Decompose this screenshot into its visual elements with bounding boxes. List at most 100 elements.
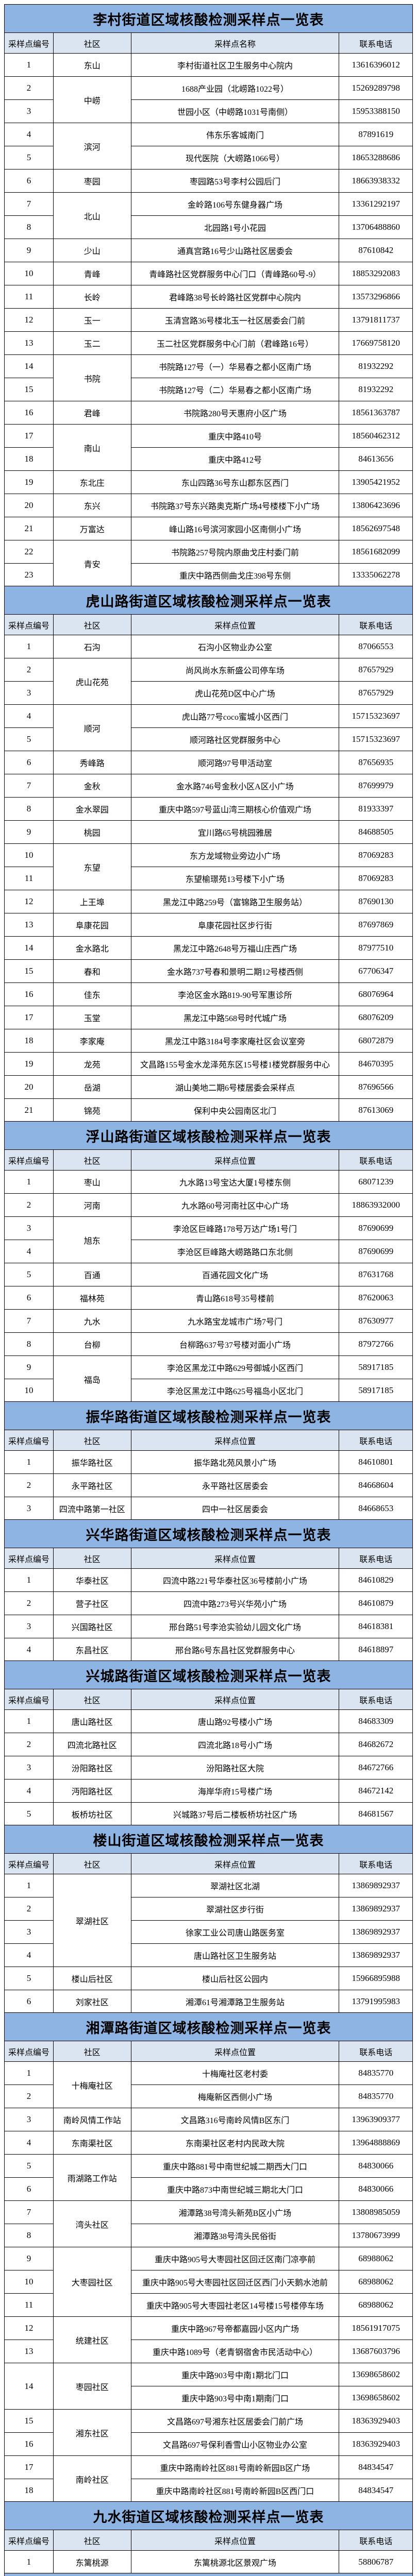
cell-no: 11 (5, 285, 54, 309)
cell-location: 峰山路16号滨河家园小区南侧小广场 (131, 517, 339, 540)
cell-phone: 13791995983 (339, 1990, 413, 2013)
cell-location: 九水路60号河南社区中心广场 (131, 1194, 339, 1217)
cell-no: 3 (5, 1497, 54, 1520)
cell-phone: 13361292197 (339, 193, 413, 216)
cell-no: 3 (5, 1615, 54, 1638)
cell-phone: 84830066 (339, 2155, 413, 2178)
cell-community: 金秋 (54, 774, 131, 798)
column-header: 联系电话 (339, 1548, 413, 1569)
cell-location: 君峰路38号长岭路社区党群中心院内 (131, 285, 339, 309)
cell-phone: 84668604 (339, 1474, 413, 1497)
cell-no: 10 (5, 2270, 54, 2294)
column-header: 采样点位置 (131, 1854, 339, 1874)
cell-phone: 87069283 (339, 867, 413, 890)
cell-no: 23 (5, 564, 54, 587)
cell-location: 四流中路273号兴华苑小广场 (131, 1592, 339, 1615)
table-title: 楼山街道区域核酸检测采样点一览表 (5, 1825, 413, 1854)
cell-no: 2 (5, 658, 54, 682)
cell-no: 15 (5, 378, 54, 401)
cell-location: 尚风尚水东新盛公司停车场 (131, 658, 339, 682)
table-title: 李村街道区域核酸检测采样点一览表 (5, 5, 413, 33)
cell-location: 虎山路77号coco蜜城小区西门 (131, 705, 339, 728)
cell-location: 重庆中路967号帝都嘉园小区内广场 (131, 2317, 339, 2340)
cell-no: 11 (5, 867, 54, 890)
cell-location: 枣园路53号李村公园后门 (131, 170, 339, 193)
cell-location: 世园小区（中崂路1031号南侧） (131, 100, 339, 123)
cell-phone: 84834547 (339, 2479, 413, 2502)
cell-phone: 15269289798 (339, 77, 413, 100)
cell-no: 1 (5, 1874, 54, 1897)
cell-no: 4 (5, 2131, 54, 2155)
cell-no: 17 (5, 1006, 54, 1029)
cell-community: 玉一 (54, 309, 131, 332)
cell-no: 12 (5, 2317, 54, 2340)
cell-no: 13 (5, 913, 54, 937)
cell-location: 湘潭路38号湾头民俗街 (131, 2224, 339, 2247)
cell-no: 9 (5, 239, 54, 262)
cell-community: 中崂 (54, 77, 131, 123)
cell-phone: 87630977 (339, 1310, 413, 1333)
cell-location: 玉清宫路36号楼北玉一社区居委会门前 (131, 309, 339, 332)
cell-community: 书院 (54, 355, 131, 401)
cell-phone: 18363929403 (339, 2410, 413, 2433)
cell-location: 阜康花园社区步行街 (131, 913, 339, 937)
cell-phone: 15715323697 (339, 728, 413, 751)
cell-community: 华泰社区 (54, 1569, 131, 1592)
cell-community: 玉二 (54, 332, 131, 355)
cell-phone: 18853292083 (339, 262, 413, 285)
cell-location: 青峰路社区党群服务中心门口（青峰路60号-9） (131, 262, 339, 285)
cell-phone: 13780673999 (339, 2224, 413, 2247)
cell-no: 5 (5, 1967, 54, 1990)
cell-no: 10 (5, 1379, 54, 1402)
cell-phone: 18653288686 (339, 146, 413, 170)
cell-community: 金水翠园 (54, 798, 131, 821)
cell-no: 4 (5, 123, 54, 146)
column-header: 社区 (54, 1689, 131, 1710)
cell-community: 桃园 (54, 821, 131, 844)
cell-phone: 84835770 (339, 2085, 413, 2108)
cell-location: 书院路127号（一）华易春之都小区南广场 (131, 355, 339, 378)
cell-no: 4 (5, 705, 54, 728)
cell-phone: 68988062 (339, 2247, 413, 2270)
cell-no: 17 (5, 2456, 54, 2479)
cell-phone: 84668653 (339, 1497, 413, 1520)
cell-location: 重庆中路1089号（老青钢宿舍市民活动中心） (131, 2340, 339, 2363)
cell-community: 十梅庵社区 (54, 2062, 131, 2108)
cell-location: 保利中央公园南区北门 (131, 1099, 339, 1122)
column-header: 联系电话 (339, 2041, 413, 2062)
column-header: 社区 (54, 1854, 131, 1874)
cell-location: 李村街道社区卫生服务中心院内 (131, 54, 339, 77)
column-header: 采样点位置 (131, 1548, 339, 1569)
cell-phone: 87697869 (339, 913, 413, 937)
column-header: 社区 (54, 33, 131, 54)
cell-no: 1 (5, 1171, 54, 1194)
cell-no: 9 (5, 1356, 54, 1379)
cell-no: 13 (5, 2340, 54, 2363)
cell-community: 湘东社区 (54, 2410, 131, 2456)
column-header: 采样点编号 (5, 1854, 54, 1874)
cell-community: 大枣园社区 (54, 2247, 131, 2317)
cell-phone: 18561363787 (339, 401, 413, 425)
cell-no: 19 (5, 471, 54, 494)
cell-phone: 13869892937 (339, 1897, 413, 1921)
cell-no: 5 (5, 146, 54, 170)
cell-no: 8 (5, 798, 54, 821)
cell-location: 东篱桃源北区景观广场 (131, 2551, 339, 2574)
column-header: 采样点位置 (131, 615, 339, 635)
cell-location: 黑龙江中路259号（富锦路卫生服务站） (131, 890, 339, 913)
street-table: 世园街道区域核酸检测采样点一览表采样点编号社区采样点位置联系电话1毕家世博园6号… (4, 2573, 413, 2576)
cell-phone: 84618381 (339, 1615, 413, 1638)
